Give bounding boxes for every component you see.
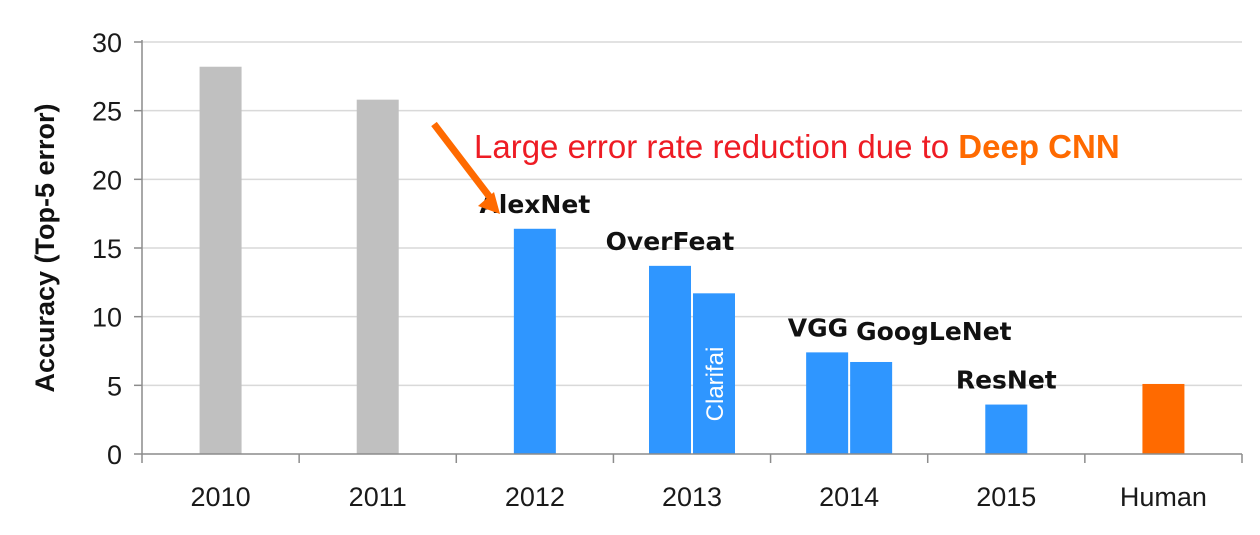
x-tick-label: 2010 [191,482,251,512]
y-tick-label: 0 [107,440,122,470]
grid-lines [142,41,1242,387]
bar [1142,383,1185,454]
bar [985,404,1028,454]
x-tick-label: 2012 [505,482,565,512]
bar-label: AlexNet [479,190,590,219]
y-tick-label: 10 [92,303,122,333]
annotation-text: Large error rate reduction due to Deep C… [474,128,1120,165]
bar-label: Clarifai [702,347,729,422]
y-tick-label: 15 [92,234,122,264]
y-tick-label: 5 [107,371,122,401]
bar-label: VGG [788,313,848,342]
bar [806,352,849,454]
bar-label: ResNet [956,366,1057,395]
x-tick-label: Human [1120,482,1207,512]
annotation-main-text: Large error rate reduction due to [474,128,958,165]
bar-label: GoogLeNet [856,317,1012,346]
bar-labels: AlexNet OverFeat Clarifai VGG GoogLeNet ResNe… [479,190,1056,422]
annotation-arrow [431,121,495,203]
annotation: Large error rate reduction due to Deep C… [431,121,1120,214]
y-axis-label: Accuracy (Top-5 error) [30,103,60,392]
bar [649,265,691,454]
y-tick-label: 20 [92,165,122,195]
bar [693,293,735,454]
bar [850,361,893,454]
x-tick-label: 2013 [662,482,722,512]
bar [513,228,556,454]
bars [199,66,1185,455]
x-tick-label: 2014 [819,482,879,512]
x-tick-label: 2015 [976,482,1036,512]
bar [356,99,399,455]
axes: 0 5 10 15 20 25 30 2010 2011 2012 2013 2014 2015 Huma… [92,28,1243,512]
y-tick-label: 25 [92,97,122,127]
annotation-highlight-text: Deep CNN [958,128,1119,165]
annotation-arrowhead [478,192,500,214]
bar-label: OverFeat [606,227,735,256]
x-tick-label: 2011 [349,482,407,512]
y-tick-label: 30 [92,28,122,58]
bar [199,66,242,454]
